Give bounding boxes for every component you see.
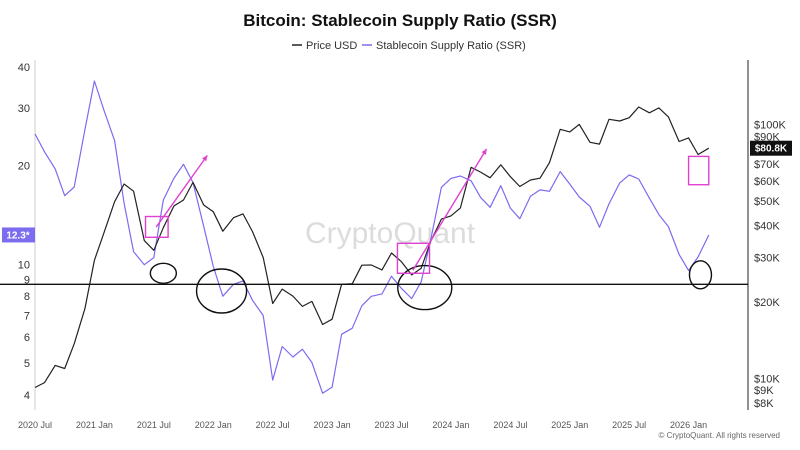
right-tick-label: $9K <box>754 385 774 397</box>
ssr-series-line <box>34 80 710 394</box>
left-tick-label: 9 <box>24 274 30 286</box>
right-tick-label: $70K <box>754 159 780 171</box>
x-tick-label: 2024 Jul <box>493 420 527 430</box>
right-tick-label: $100K <box>754 120 786 132</box>
watermark: CryptoQuant <box>305 217 476 250</box>
series-layer <box>34 80 710 394</box>
current-price-badge: $80.8K <box>750 140 792 156</box>
chart-title: Bitcoin: Stablecoin Supply Ratio (SSR) <box>243 11 557 30</box>
right-tick-label: $60K <box>754 176 780 188</box>
trend-arrow-head <box>481 148 487 155</box>
x-tick-label: 2022 Jul <box>256 420 290 430</box>
left-tick-label: 10 <box>18 259 30 271</box>
right-tick-label: $20K <box>754 297 780 309</box>
x-tick-label: 2021 Jan <box>76 420 113 430</box>
current-price-badge-label: $80.8K <box>755 144 788 155</box>
current-ssr-badge: 12.3* <box>2 227 35 243</box>
trend-arrow <box>412 148 488 271</box>
trend-arrow <box>155 154 208 228</box>
left-tick-label: 8 <box>24 291 30 303</box>
legend: Price USD Stablecoin Supply Ratio (SSR) <box>292 40 526 52</box>
highlight-box <box>144 215 169 238</box>
x-tick-label: 2025 Jan <box>551 420 588 430</box>
left-tick-label: 5 <box>24 358 30 370</box>
left-tick-label: 20 <box>18 161 30 173</box>
x-tick-label: 2026 Jan <box>670 420 707 430</box>
right-tick-label: $40K <box>754 221 780 233</box>
highlight-box <box>396 242 431 274</box>
left-tick-label: 30 <box>18 103 30 115</box>
highlight-box <box>687 155 710 186</box>
current-price-badge-bg <box>750 140 792 156</box>
x-tick-label: 2023 Jan <box>314 420 351 430</box>
right-tick-label: $50K <box>754 196 780 208</box>
right-axis-ticks: $8K$9K$10K $20K $30K $40K $50K $60K $70K $90K$1… <box>754 120 786 410</box>
price-series-line <box>34 106 710 389</box>
x-tick-label: 2023 Jul <box>374 420 408 430</box>
left-axis-ticks: 4 5 6 7 8 9 10 20 30 40 <box>18 62 30 402</box>
legend-label-price: Price USD <box>306 40 357 52</box>
highlight-ellipse <box>688 260 713 290</box>
x-axis-ticks: 2020 Jul 2021 Jan 2021 Jul 2022 Jan 2022 Jul… <box>18 420 707 430</box>
right-tick-label: $30K <box>754 252 780 264</box>
current-ssr-badge-label: 12.3* <box>6 230 29 241</box>
highlight-ellipse <box>397 264 453 311</box>
highlight-ellipse <box>149 262 178 284</box>
current-ssr-badge-bg <box>2 227 35 243</box>
left-tick-label: 6 <box>24 332 30 344</box>
highlight-ellipse <box>195 268 248 314</box>
right-tick-label: $90K <box>754 131 780 143</box>
x-tick-label: 2025 Jul <box>612 420 646 430</box>
left-tick-label: 4 <box>24 390 30 402</box>
x-tick-label: 2021 Jul <box>137 420 171 430</box>
right-tick-label: $8K <box>754 398 774 410</box>
left-tick-label: 40 <box>18 62 30 74</box>
x-tick-label: 2020 Jul <box>18 420 52 430</box>
trend-arrow-head <box>202 155 208 162</box>
copyright-notice: © CryptoQuant. All rights reserved <box>659 431 781 440</box>
left-tick-label: 7 <box>24 310 30 322</box>
x-tick-label: 2022 Jan <box>195 420 232 430</box>
x-tick-label: 2024 Jan <box>432 420 469 430</box>
legend-label-ssr: Stablecoin Supply Ratio (SSR) <box>376 40 526 52</box>
annotation-layer <box>0 148 748 314</box>
right-tick-label: $10K <box>754 373 780 385</box>
